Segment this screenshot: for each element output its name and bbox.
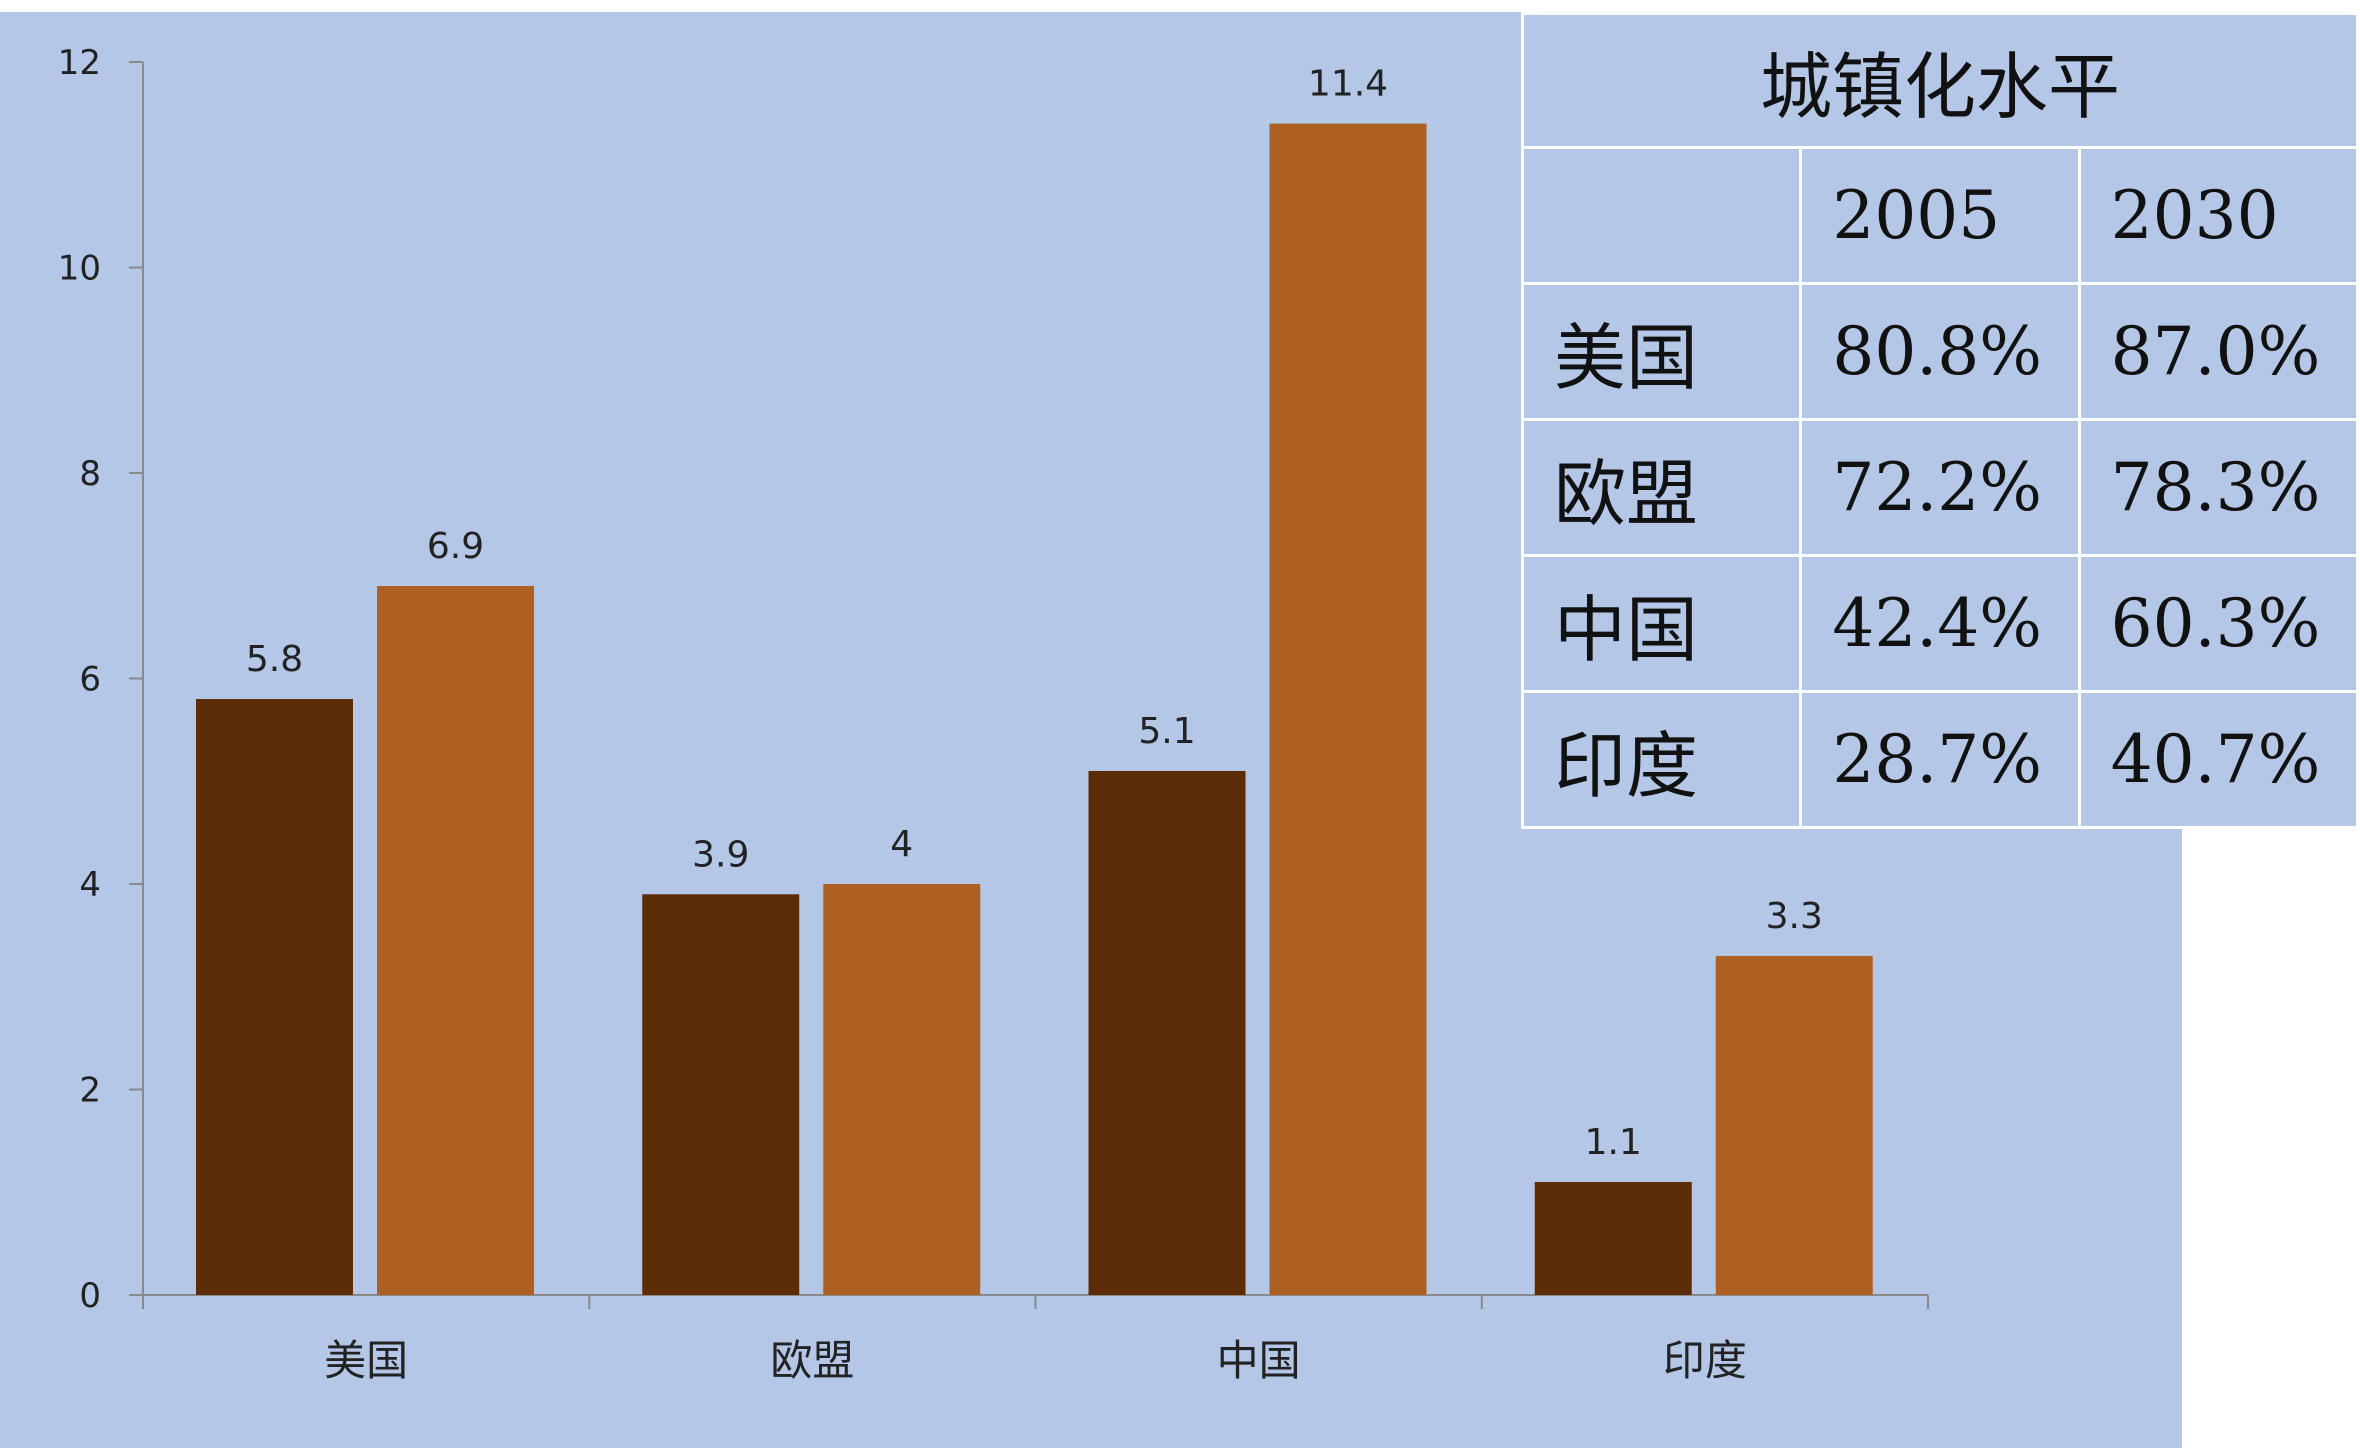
- y-tick-label: 10: [58, 249, 101, 289]
- bar: [1715, 955, 1873, 1295]
- y-tick-label: 8: [79, 454, 101, 494]
- y-tick-label: 0: [79, 1276, 101, 1316]
- row-label-eu: 欧盟: [1520, 418, 1803, 557]
- table-cell: 80.8%: [1799, 282, 2081, 421]
- table-row: 欧盟 72.2% 78.3%: [1520, 418, 2360, 557]
- x-category-label: 中国: [1217, 1336, 1301, 1385]
- row-label-china: 中国: [1520, 554, 1803, 693]
- data-label: 3.3: [1766, 896, 1823, 937]
- urbanization-table: 城镇化水平 2005 2030 美国 80.8% 87.0% 欧盟 72.2% …: [1520, 12, 2360, 829]
- bar: [377, 586, 534, 1295]
- row-label-india: 印度: [1520, 690, 1803, 829]
- table-header-2030: 2030: [2077, 146, 2360, 285]
- table-cell: 28.7%: [1799, 690, 2081, 829]
- bar: [642, 894, 800, 1295]
- table-cell: 40.7%: [2077, 690, 2360, 829]
- data-label: 5.1: [1138, 711, 1195, 752]
- data-label: 5.8: [246, 639, 303, 680]
- x-category-label: 美国: [324, 1336, 408, 1385]
- data-label: 6.9: [427, 526, 484, 567]
- data-label: 11.4: [1308, 64, 1388, 105]
- bar: [1534, 1181, 1692, 1295]
- y-tick-label: 4: [79, 865, 101, 905]
- table-header-2005: 2005: [1799, 146, 2081, 285]
- row-label-usa: 美国: [1520, 282, 1803, 421]
- bar-chart: 0 2 4 6 8 10 12 5.8 6.9 美国 3.9 4 欧盟 5.1 11.4 中国 1.1 3.3 印度: [58, 43, 1929, 1385]
- y-tick-label: 2: [79, 1071, 101, 1111]
- table-cell: 60.3%: [2077, 554, 2360, 693]
- table-cell: 72.2%: [1799, 418, 2081, 557]
- table-title: 城镇化水平: [1521, 12, 2359, 149]
- y-tick-label: 6: [79, 660, 101, 700]
- bar: [1088, 770, 1246, 1295]
- table-row: 印度 28.7% 40.7%: [1520, 690, 2360, 829]
- x-category-label: 印度: [1663, 1336, 1747, 1385]
- table-cell: 87.0%: [2077, 282, 2360, 421]
- table-row: 美国 80.8% 87.0%: [1520, 282, 2360, 421]
- y-tick-label: 12: [58, 43, 101, 83]
- table-cell: 78.3%: [2077, 418, 2360, 557]
- table-title-row: 城镇化水平: [1521, 12, 2359, 149]
- data-label: 3.9: [692, 834, 749, 875]
- data-label: 4: [890, 824, 913, 865]
- x-category-label: 欧盟: [770, 1336, 854, 1385]
- table-header-corner: [1520, 146, 1803, 285]
- bar: [823, 884, 981, 1295]
- table-header-row: 2005 2030: [1520, 146, 2360, 285]
- table-cell: 42.4%: [1799, 554, 2081, 693]
- bar: [196, 699, 353, 1295]
- data-label: 1.1: [1585, 1122, 1642, 1163]
- table-row: 中国 42.4% 60.3%: [1520, 554, 2360, 693]
- bar: [1269, 123, 1427, 1295]
